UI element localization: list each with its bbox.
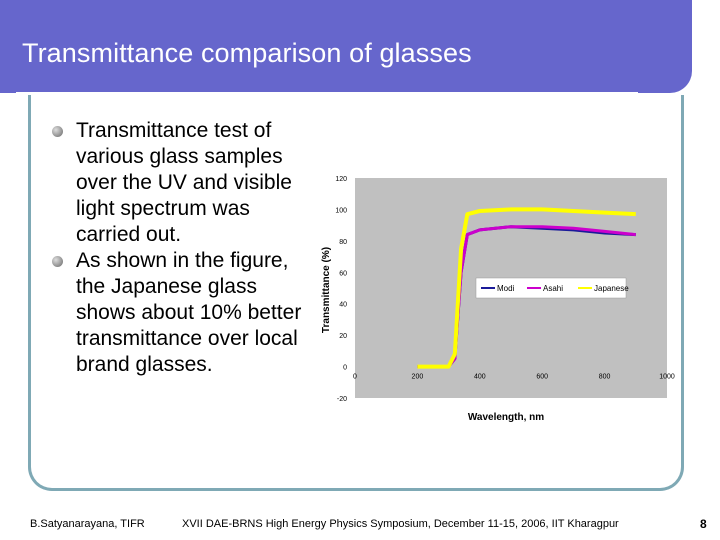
y-tick-label: -20 bbox=[337, 396, 347, 403]
legend-label: Asahi bbox=[543, 284, 563, 293]
bullet-list: Transmittance test of various glass samp… bbox=[52, 118, 314, 378]
footer-author: B.Satyanarayana, TIFR bbox=[30, 518, 145, 530]
y-tick-label: 80 bbox=[339, 239, 347, 246]
bullet-dot-icon bbox=[52, 256, 63, 267]
legend-label: Modi bbox=[497, 284, 515, 293]
y-tick-label: 120 bbox=[335, 176, 347, 183]
y-axis-label: Transmittance (%) bbox=[321, 247, 332, 333]
x-tick-label: 600 bbox=[536, 374, 548, 381]
x-tick-label: 1000 bbox=[659, 374, 675, 381]
title-bar bbox=[0, 0, 692, 93]
bullet-item: As shown in the figure, the Japanese gla… bbox=[52, 248, 314, 378]
legend-box bbox=[475, 277, 627, 299]
bullet-item: Transmittance test of various glass samp… bbox=[52, 118, 314, 248]
content-frame bbox=[28, 95, 684, 491]
y-tick-label: 40 bbox=[339, 302, 347, 309]
transmittance-chart: -20 0 20 40 60 80 100 120 0 200 400 600 800 1000 Mod… bbox=[321, 176, 675, 423]
y-tick-label: 20 bbox=[339, 333, 347, 340]
bullet-text: Transmittance test of various glass samp… bbox=[76, 119, 292, 246]
page-number: 8 bbox=[700, 517, 707, 531]
title-underline bbox=[16, 92, 638, 97]
bullet-text: As shown in the figure, the Japanese gla… bbox=[76, 249, 302, 376]
slide-title: Transmittance comparison of glasses bbox=[22, 38, 472, 68]
x-axis-label: Wavelength, nm bbox=[468, 412, 544, 423]
y-tick-label: 60 bbox=[339, 270, 347, 277]
x-tick-label: 800 bbox=[599, 374, 611, 381]
x-tick-label: 200 bbox=[412, 374, 424, 381]
footer-event: XVII DAE-BRNS High Energy Physics Sympos… bbox=[182, 518, 619, 530]
x-tick-label: 400 bbox=[474, 374, 486, 381]
y-tick-label: 100 bbox=[335, 207, 347, 214]
series-line-japanese bbox=[417, 207, 636, 369]
x-tick-label: 0 bbox=[353, 374, 357, 381]
legend-label: Japanese bbox=[594, 284, 629, 293]
bullet-dot-icon bbox=[52, 126, 63, 137]
y-tick-label: 0 bbox=[343, 365, 347, 372]
